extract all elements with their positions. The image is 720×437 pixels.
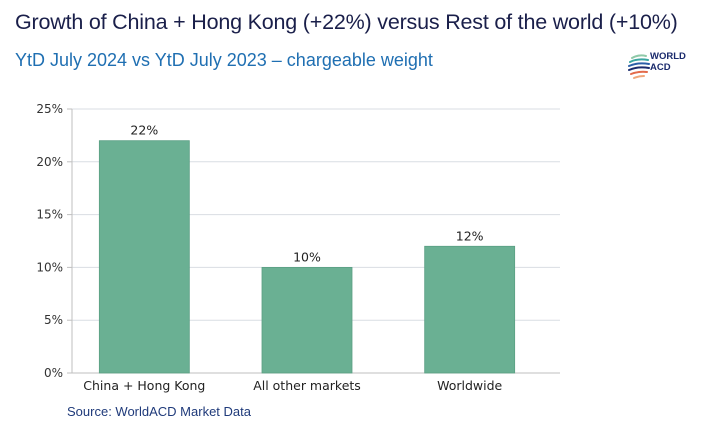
globe-swoosh-icon xyxy=(628,54,650,79)
worldacd-logo: WORLD ACD xyxy=(628,51,708,80)
category-labels: China + Hong Kong All other markets Worldw… xyxy=(83,378,502,393)
bar xyxy=(261,266,353,374)
data-labels: 22% 10% 12% xyxy=(130,123,483,265)
data-label: 22% xyxy=(130,123,158,138)
source-note: Source: WorldACD Market Data xyxy=(67,404,251,419)
logo-line-1: WORLD xyxy=(650,51,686,62)
chart-subtitle: YtD July 2024 vs YtD July 2023 – chargea… xyxy=(15,50,433,70)
y-tick-label: 10% xyxy=(36,260,63,274)
y-tick-label: 0% xyxy=(44,366,63,380)
y-tick-label: 15% xyxy=(36,208,63,222)
data-label: 10% xyxy=(293,249,321,264)
bar xyxy=(98,140,190,374)
y-axis-ticks: 0% 5% 10% 15% 20% 25% xyxy=(36,102,72,380)
data-label: 12% xyxy=(456,228,484,243)
category-label: All other markets xyxy=(253,378,361,393)
bars xyxy=(98,140,516,374)
logo-text: WORLD ACD xyxy=(650,51,686,73)
category-label: China + Hong Kong xyxy=(83,378,205,393)
category-label: Worldwide xyxy=(437,378,502,393)
logo-line-2: ACD xyxy=(650,61,671,73)
bar xyxy=(424,245,516,374)
y-tick-label: 5% xyxy=(44,313,63,327)
y-tick-label: 25% xyxy=(36,102,63,116)
y-tick-label: 20% xyxy=(36,155,63,169)
chart-title: Growth of China + Hong Kong (+22%) versu… xyxy=(15,10,678,34)
